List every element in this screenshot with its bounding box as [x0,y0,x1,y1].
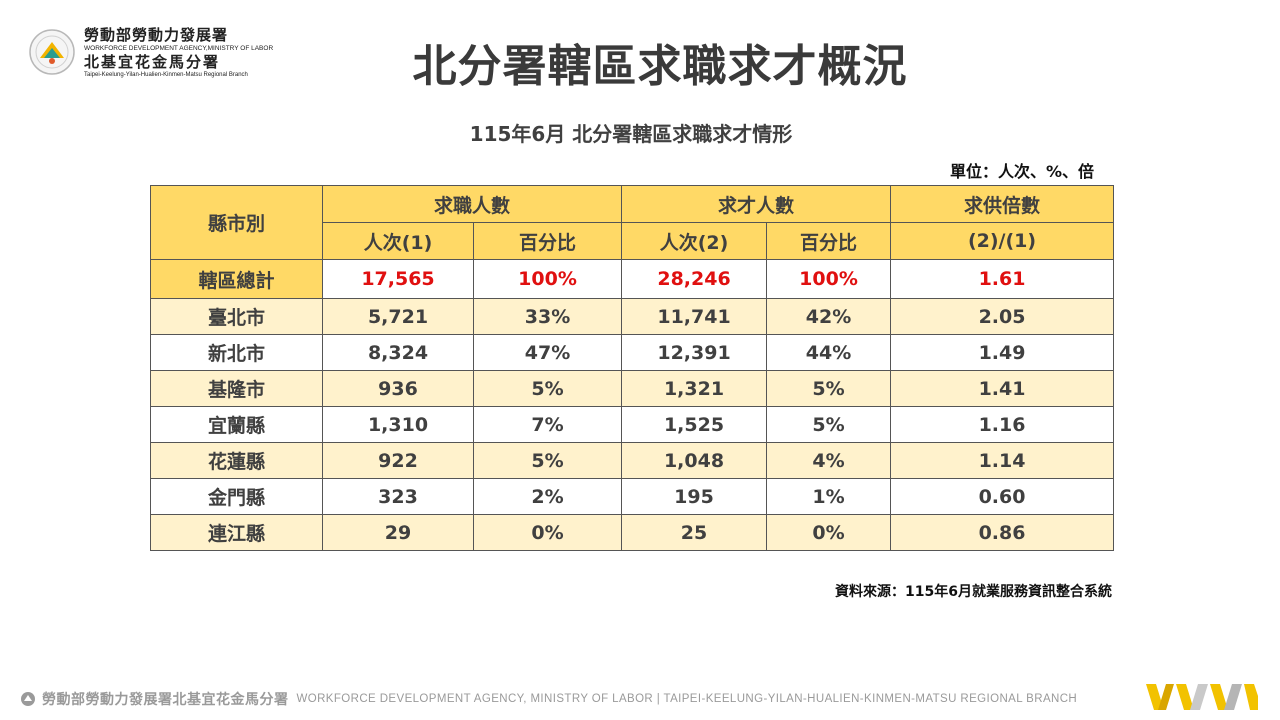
header-vacancies-count: 人次(2) [621,222,768,260]
unit-note: 單位：人次、%、倍 [949,162,1094,181]
cell-ratio: 2.05 [890,298,1115,335]
table-row: 新北市 8,324 47% 12,391 44% 1.49 [150,334,1115,371]
cell-vacancies-pct: 4% [766,442,892,479]
cell-vacancies-pct: 0% [766,514,892,551]
cell-region: 花蓮縣 [150,442,323,479]
cell-region: 基隆市 [150,370,323,407]
header-seekers-pct: 百分比 [472,222,623,260]
cell-seekers-pct: 5% [472,370,623,407]
cell-ratio: 1.61 [890,259,1115,299]
header-region: 縣市別 [150,185,323,260]
data-source-note: 資料來源：115年6月就業服務資訊整合系統 [835,584,1112,600]
table-row-total: 轄區總計 17,565 100% 28,246 100% 1.61 [150,259,1115,299]
footer-agency-zh: 勞動部勞動力發展署北基宜花金馬分署 [42,692,289,708]
logo-branch-name: 北基宜花金馬分署 [84,53,221,71]
cell-region: 新北市 [150,334,323,371]
header-seekers-count: 人次(1) [322,222,474,260]
cell-seekers: 29 [322,514,474,551]
cell-ratio: 1.14 [890,442,1115,479]
table-row: 臺北市 5,721 33% 11,741 42% 2.05 [150,298,1115,335]
cell-vacancies: 1,321 [621,370,768,407]
brand-stripes-icon [1146,684,1258,710]
table-row: 花蓮縣 922 5% 1,048 4% 1.14 [150,442,1115,479]
cell-vacancies-pct: 42% [766,298,892,335]
cell-seekers-pct: 0% [472,514,623,551]
cell-ratio: 0.60 [890,478,1115,515]
cell-seekers: 936 [322,370,474,407]
footer-bar: 勞動部勞動力發展署北基宜花金馬分署 WORKFORCE DEVELOPMENT … [20,688,1140,710]
cell-vacancies: 12,391 [621,334,768,371]
cell-region: 連江縣 [150,514,323,551]
cell-seekers-pct: 33% [472,298,623,335]
table-row: 宜蘭縣 1,310 7% 1,525 5% 1.16 [150,406,1115,443]
cell-seekers-pct: 2% [472,478,623,515]
cell-vacancies-pct: 100% [766,259,892,299]
cell-region: 轄區總計 [150,259,323,299]
table-subtitle: 115年6月 北分署轄區求職求才情形 [469,122,793,146]
cell-seekers: 17,565 [322,259,474,299]
cell-ratio: 1.49 [890,334,1115,371]
cell-vacancies-pct: 5% [766,370,892,407]
cell-vacancies: 1,525 [621,406,768,443]
header-ratio: 求供倍數 [890,185,1115,223]
table-row: 連江縣 29 0% 25 0% 0.86 [150,514,1115,551]
cell-vacancies: 1,048 [621,442,768,479]
cell-region: 金門縣 [150,478,323,515]
agency-logo: 勞動部勞動力發展署 WORKFORCE DEVELOPMENT AGENCY,M… [28,26,278,80]
cell-vacancies-pct: 44% [766,334,892,371]
cell-vacancies: 195 [621,478,768,515]
cell-seekers: 8,324 [322,334,474,371]
cell-seekers-pct: 5% [472,442,623,479]
cell-ratio: 1.16 [890,406,1115,443]
logo-agency-name: 勞動部勞動力發展署 [84,26,229,44]
header-vacancies: 求才人數 [621,185,892,223]
cell-ratio: 1.41 [890,370,1115,407]
cell-vacancies-pct: 1% [766,478,892,515]
cell-vacancies: 11,741 [621,298,768,335]
table-row: 基隆市 936 5% 1,321 5% 1.41 [150,370,1115,407]
footer-agency-icon [21,692,35,706]
cell-vacancies: 28,246 [621,259,768,299]
job-stats-table: 縣市別 求職人數 求才人數 求供倍數 人次(1) 百分比 人次(2) 百分比 (… [150,185,1115,551]
cell-seekers: 5,721 [322,298,474,335]
cell-seekers: 1,310 [322,406,474,443]
page-title: 北分署轄區求職求才概況 [412,41,908,92]
cell-ratio: 0.86 [890,514,1115,551]
table-row: 金門縣 323 2% 195 1% 0.60 [150,478,1115,515]
agency-logo-icon [29,29,75,75]
cell-vacancies: 25 [621,514,768,551]
cell-region: 宜蘭縣 [150,406,323,443]
header-ratio-formula: (2)/(1) [890,222,1115,260]
cell-vacancies-pct: 5% [766,406,892,443]
cell-seekers-pct: 47% [472,334,623,371]
cell-seekers-pct: 7% [472,406,623,443]
logo-agency-english: WORKFORCE DEVELOPMENT AGENCY,MINISTRY OF… [84,45,274,52]
cell-seekers: 323 [322,478,474,515]
cell-seekers: 922 [322,442,474,479]
cell-seekers-pct: 100% [472,259,623,299]
header-seekers: 求職人數 [321,185,623,223]
logo-branch-english: Taipei-Keelung-Yilan-Hualien-Kinmen-Mats… [84,72,248,78]
footer-agency-en: WORKFORCE DEVELOPMENT AGENCY, MINISTRY O… [296,693,1078,705]
header-vacancies-pct: 百分比 [766,222,892,260]
cell-region: 臺北市 [150,298,323,335]
